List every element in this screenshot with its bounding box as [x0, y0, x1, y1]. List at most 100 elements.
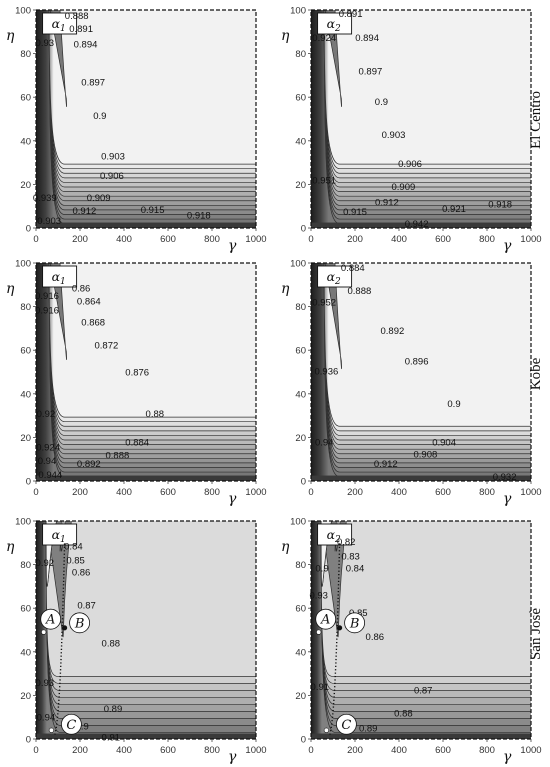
contour-label: 0.87: [414, 685, 433, 696]
contour-label: 0.91: [311, 682, 330, 693]
y-tick-label: 40: [295, 647, 306, 658]
x-tick-label: 600: [435, 234, 451, 245]
contour-label: 0.888: [65, 11, 89, 22]
contour-label: 0.888: [348, 286, 372, 297]
y-axis-label: η: [6, 28, 15, 44]
contour-field: [36, 10, 256, 228]
panel-frame: [310, 520, 532, 740]
contour-label: 0.868: [81, 317, 105, 328]
y-tick-label: 80: [295, 49, 306, 60]
contour-label: 0.904: [432, 437, 456, 448]
contour-label: 0.909: [87, 193, 111, 204]
point-marker: [48, 727, 55, 733]
y-tick-label: 40: [20, 136, 31, 147]
y-tick-label: 40: [20, 389, 31, 400]
contour-label: 0.92: [36, 558, 55, 569]
low-eta-strip: [36, 733, 256, 739]
x-tick-label: 1000: [520, 745, 541, 756]
panel-tag-subscript: 1: [60, 24, 66, 34]
contour-label: 0.916: [35, 305, 59, 316]
contour-label: 0.936: [315, 366, 339, 377]
panel-tag-subscript: 1: [60, 535, 66, 545]
contour-band: [323, 10, 531, 165]
contour-label: 0.876: [125, 368, 149, 379]
contour-label: 0.888: [106, 450, 130, 461]
x-tick-label: 200: [347, 487, 363, 498]
y-axis-label: η: [6, 281, 15, 297]
y-tick-label: 100: [290, 259, 306, 270]
contour-band: [45, 521, 256, 678]
x-tick-label: 0: [33, 745, 38, 756]
low-gamma-strip: [36, 263, 54, 481]
y-tick-label: 100: [15, 6, 31, 17]
y-axis-label: η: [281, 28, 290, 44]
y-tick-label: 40: [295, 136, 306, 147]
contour-label: 0.9: [315, 563, 328, 574]
y-tick-label: 0: [26, 735, 31, 746]
point-label: C: [66, 718, 76, 733]
y-tick-label: 60: [295, 604, 306, 615]
y-tick-label: 0: [26, 477, 31, 488]
panel-4: 0 200 400 600 800 1000020406080100γηα20.8840.…: [281, 259, 542, 508]
x-tick-label: 600: [160, 487, 176, 498]
contour-band: [320, 521, 531, 678]
contour-label: 0.864: [77, 297, 101, 308]
x-tick-label: 400: [116, 234, 132, 245]
row-label-san-jose: San Josè: [528, 608, 544, 660]
point-label-circle: [61, 713, 82, 735]
low-gamma-strip: [36, 10, 54, 228]
contour-label: 0.9: [447, 399, 460, 410]
low-eta-strip: [311, 733, 531, 739]
x-tick-label: 0: [33, 487, 38, 498]
contour-label: 0.93: [36, 678, 55, 689]
contour-label: 0.94: [38, 456, 57, 467]
y-tick-label: 100: [15, 517, 31, 528]
x-tick-label: 800: [204, 745, 220, 756]
contour-label: 0.884: [341, 263, 365, 274]
y-tick-label: 20: [20, 433, 31, 444]
panel-tag-box: [317, 523, 353, 546]
contour-label: 0.884: [125, 437, 149, 448]
contour-label: 0.906: [398, 159, 422, 170]
contour-label: 0.912: [374, 459, 398, 470]
x-tick-label: 600: [435, 487, 451, 498]
x-axis-label: γ: [503, 749, 512, 765]
point-label: A: [45, 613, 55, 628]
contour-label: 0.89: [104, 704, 123, 715]
contour-label: 0.88: [394, 708, 413, 719]
y-tick-label: 100: [290, 517, 306, 528]
panel-tag-subscript: 2: [334, 277, 341, 287]
x-tick-label: 1000: [245, 487, 266, 498]
contour-label: 0.897: [359, 67, 383, 78]
x-axis-label: γ: [228, 491, 237, 507]
y-tick-label: 0: [301, 224, 306, 235]
panel-tag-box: [42, 265, 78, 288]
row-label-el-centro: El Centro: [528, 91, 544, 149]
x-axis-label: γ: [503, 491, 512, 507]
x-tick-label: 1000: [520, 234, 541, 245]
contour-label: 0.88: [146, 409, 165, 420]
contour-label: 0.92: [37, 409, 56, 420]
x-tick-label: 800: [479, 234, 495, 245]
panel-tag-box: [42, 523, 78, 546]
panel-2: 0 200 400 600 800 1000020406080100γηα20.8910.…: [281, 6, 542, 255]
contour-label: 0.872: [95, 340, 119, 351]
panel-frame: [310, 9, 532, 229]
contour-label: 0.94: [315, 437, 334, 448]
y-axis-label: η: [281, 281, 290, 297]
contour-label: 0.93: [36, 38, 55, 49]
y-axis-label: η: [6, 539, 15, 555]
panel-frame: [35, 520, 257, 740]
point-label: A: [320, 613, 330, 628]
contour-label: 0.892: [381, 326, 405, 337]
y-tick-label: 0: [26, 224, 31, 235]
low-gamma-strip: [311, 10, 329, 228]
panel-tag-box: [317, 265, 353, 288]
y-tick-label: 60: [295, 93, 306, 104]
point-label-circle: [315, 608, 337, 630]
contour-label: 0.944: [38, 470, 62, 481]
row-label-kobe: Kobe: [528, 357, 544, 390]
y-tick-label: 80: [295, 560, 306, 571]
x-tick-label: 1000: [245, 234, 266, 245]
panel-tag-subscript: 2: [334, 535, 341, 545]
